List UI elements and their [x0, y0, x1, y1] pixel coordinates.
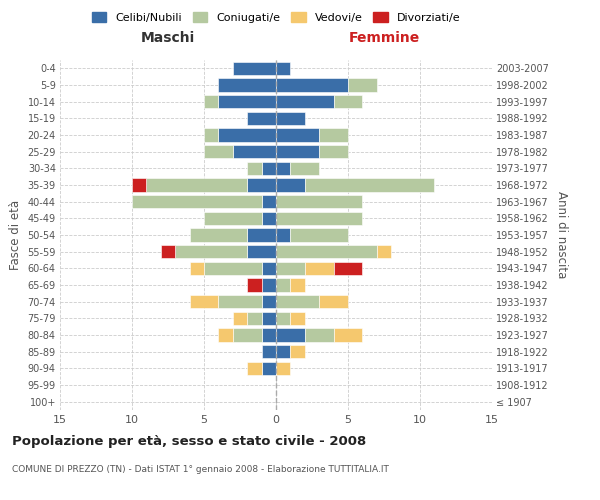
Bar: [305, 262, 334, 275]
Bar: [276, 362, 290, 375]
Bar: [290, 278, 305, 291]
Bar: [276, 345, 290, 358]
Bar: [161, 245, 175, 258]
Bar: [319, 295, 348, 308]
Bar: [247, 312, 262, 325]
Bar: [146, 178, 247, 192]
Bar: [276, 162, 290, 175]
Bar: [262, 278, 276, 291]
Bar: [290, 228, 348, 241]
Bar: [276, 245, 377, 258]
Bar: [190, 295, 218, 308]
Bar: [276, 278, 290, 291]
Bar: [334, 262, 362, 275]
Bar: [262, 195, 276, 208]
Bar: [276, 145, 319, 158]
Bar: [290, 312, 305, 325]
Text: COMUNE DI PREZZO (TN) - Dati ISTAT 1° gennaio 2008 - Elaborazione TUTTITALIA.IT: COMUNE DI PREZZO (TN) - Dati ISTAT 1° ge…: [12, 465, 389, 474]
Bar: [276, 195, 362, 208]
Text: Maschi: Maschi: [141, 31, 195, 45]
Bar: [334, 95, 362, 108]
Bar: [276, 62, 290, 75]
Bar: [276, 228, 290, 241]
Bar: [276, 212, 362, 225]
Text: Femmine: Femmine: [349, 31, 419, 45]
Bar: [218, 95, 276, 108]
Bar: [247, 162, 262, 175]
Bar: [233, 62, 276, 75]
Bar: [204, 95, 218, 108]
Bar: [247, 278, 262, 291]
Bar: [262, 345, 276, 358]
Bar: [262, 262, 276, 275]
Legend: Celibi/Nubili, Coniugati/e, Vedovi/e, Divorziati/e: Celibi/Nubili, Coniugati/e, Vedovi/e, Di…: [87, 8, 465, 28]
Bar: [233, 145, 276, 158]
Bar: [218, 128, 276, 141]
Bar: [276, 328, 305, 342]
Bar: [204, 212, 262, 225]
Bar: [175, 245, 247, 258]
Bar: [218, 328, 233, 342]
Bar: [276, 262, 305, 275]
Bar: [319, 145, 348, 158]
Bar: [319, 128, 348, 141]
Bar: [233, 328, 262, 342]
Y-axis label: Anni di nascita: Anni di nascita: [556, 192, 568, 278]
Bar: [276, 312, 290, 325]
Bar: [262, 295, 276, 308]
Bar: [348, 78, 377, 92]
Bar: [247, 178, 276, 192]
Y-axis label: Fasce di età: Fasce di età: [9, 200, 22, 270]
Bar: [204, 262, 262, 275]
Bar: [132, 195, 262, 208]
Bar: [233, 312, 247, 325]
Bar: [290, 345, 305, 358]
Bar: [334, 328, 362, 342]
Bar: [276, 95, 334, 108]
Text: Popolazione per età, sesso e stato civile - 2008: Popolazione per età, sesso e stato civil…: [12, 435, 366, 448]
Bar: [276, 78, 348, 92]
Bar: [262, 362, 276, 375]
Bar: [132, 178, 146, 192]
Bar: [247, 245, 276, 258]
Bar: [218, 295, 262, 308]
Bar: [204, 128, 218, 141]
Bar: [204, 145, 233, 158]
Bar: [377, 245, 391, 258]
Bar: [190, 262, 204, 275]
Bar: [262, 312, 276, 325]
Bar: [190, 228, 247, 241]
Bar: [305, 178, 434, 192]
Bar: [218, 78, 276, 92]
Bar: [262, 328, 276, 342]
Bar: [247, 228, 276, 241]
Bar: [276, 112, 305, 125]
Bar: [276, 295, 319, 308]
Bar: [247, 362, 262, 375]
Bar: [262, 212, 276, 225]
Bar: [305, 328, 334, 342]
Bar: [247, 112, 276, 125]
Bar: [290, 162, 319, 175]
Bar: [276, 128, 319, 141]
Bar: [262, 162, 276, 175]
Bar: [276, 178, 305, 192]
